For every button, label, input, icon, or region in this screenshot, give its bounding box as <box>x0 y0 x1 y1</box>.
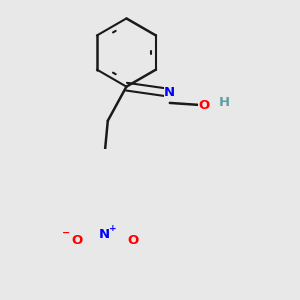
Text: N: N <box>164 86 176 99</box>
Text: O: O <box>198 99 209 112</box>
Text: O: O <box>127 234 138 247</box>
Text: +: + <box>110 224 117 233</box>
Text: O: O <box>71 234 82 247</box>
Text: H: H <box>218 96 230 109</box>
Text: −: − <box>62 227 70 237</box>
Text: N: N <box>99 228 110 241</box>
